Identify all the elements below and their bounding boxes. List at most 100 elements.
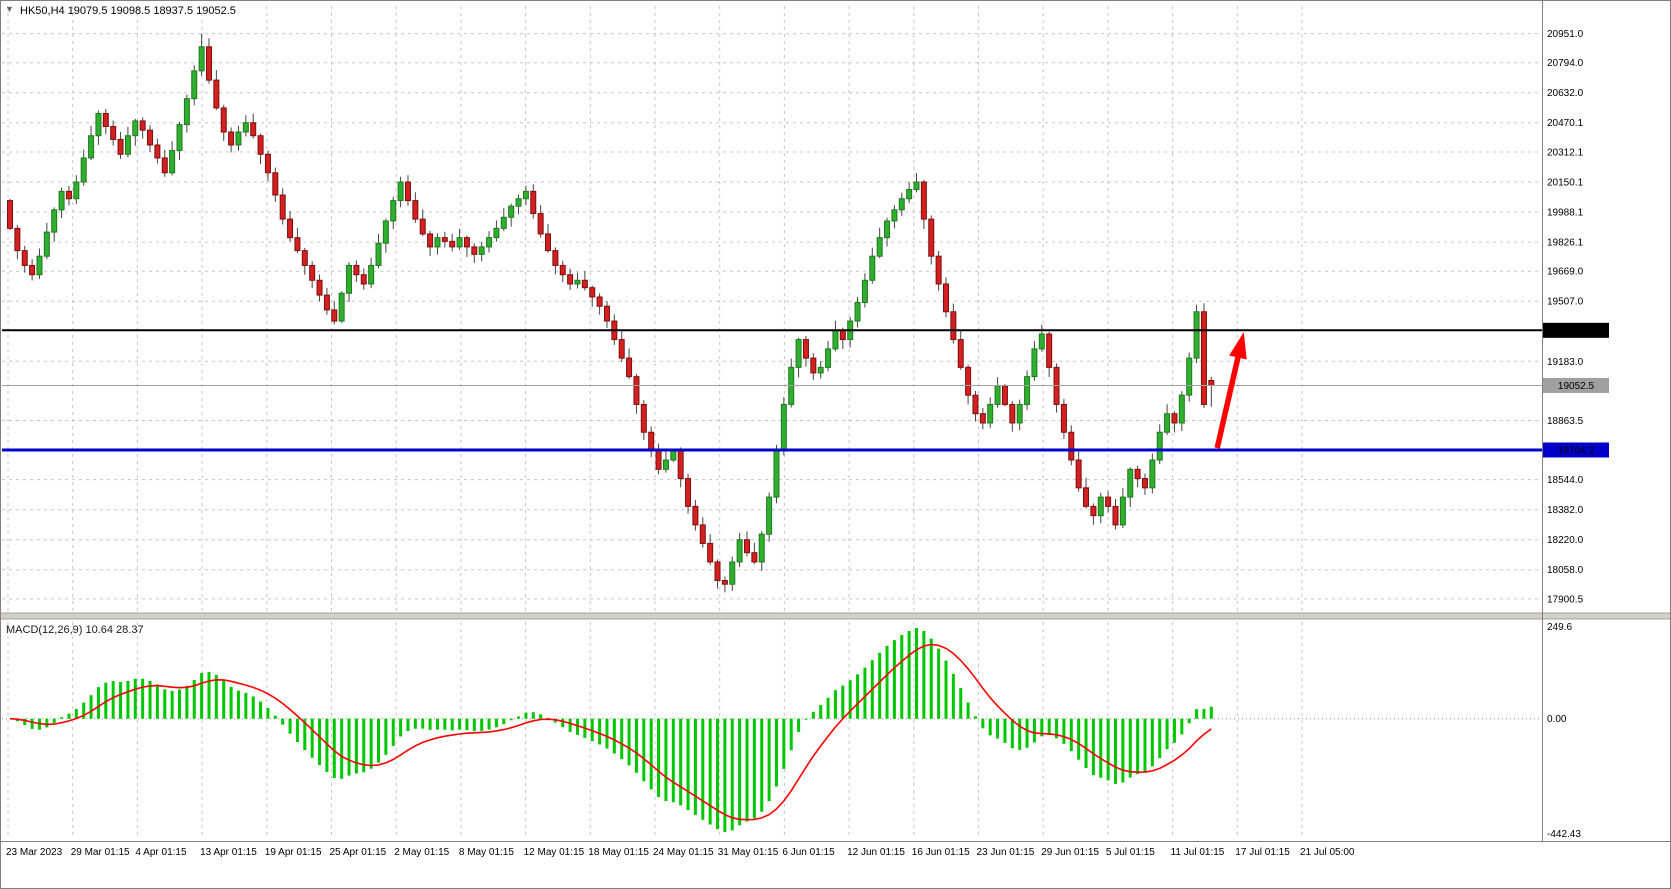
candle [228, 127, 235, 153]
candle [80, 149, 87, 186]
candle [264, 150, 271, 182]
candle [73, 175, 80, 204]
candle [117, 132, 124, 159]
candle [677, 447, 684, 488]
candle [574, 272, 581, 289]
candle [758, 531, 765, 572]
date-label: 17 Jul 01:15 [1235, 847, 1290, 858]
date-label: 21 Jul 05:00 [1300, 847, 1355, 858]
candle [21, 245, 28, 273]
date-label: 24 May 01:15 [653, 847, 714, 858]
date-label: 2 May 01:15 [394, 847, 449, 858]
candle [567, 268, 574, 290]
candle [427, 230, 434, 256]
candle [648, 426, 655, 458]
candle [780, 397, 787, 456]
candle [884, 217, 891, 247]
candle [272, 167, 279, 202]
candle [346, 262, 353, 302]
candle [515, 194, 522, 215]
candle [198, 33, 205, 76]
symbol-ohlc-label: HK50,H4 19079.5 19098.5 18937.5 19052.5 [20, 5, 236, 17]
candle [449, 233, 456, 252]
candle [869, 247, 876, 284]
current-price-badge[interactable]: 19052.5 [1543, 377, 1609, 393]
candle [928, 215, 935, 265]
date-label: 16 Jun 01:15 [912, 847, 970, 858]
price-axis-label: 19669.0 [1547, 267, 1584, 278]
candle [287, 210, 294, 242]
candle [51, 207, 58, 242]
candle [1009, 401, 1016, 432]
collapse-panel-icon[interactable]: ▼ [5, 4, 14, 14]
candle [1053, 363, 1060, 413]
candle [1119, 488, 1126, 529]
candle [65, 185, 72, 206]
candle [500, 207, 507, 231]
candle [987, 397, 994, 428]
date-label: 18 May 01:15 [588, 847, 649, 858]
trend-arrow[interactable] [1214, 332, 1247, 449]
macd-histogram [15, 628, 1213, 832]
candle [124, 126, 131, 158]
candle [235, 125, 242, 151]
date-label: 13 Apr 01:15 [200, 847, 257, 858]
candle [618, 331, 625, 363]
price-axis-label: 19507.0 [1547, 297, 1584, 308]
candle [736, 532, 743, 568]
candle [545, 223, 552, 253]
price-axis-label: 20632.0 [1547, 88, 1584, 99]
candle [176, 122, 183, 161]
candle [751, 542, 758, 565]
candle [854, 296, 861, 328]
date-label: 19 Apr 01:15 [265, 847, 322, 858]
price-axis-label: 20312.1 [1547, 148, 1584, 159]
candle [147, 125, 154, 153]
candle [1134, 465, 1141, 488]
candle [353, 260, 360, 282]
candle [1090, 503, 1097, 525]
candle [508, 203, 515, 227]
date-label: 11 Jul 01:15 [1171, 847, 1225, 858]
candle [920, 179, 927, 229]
candle [1075, 451, 1082, 492]
svg-text:19350.0: 19350.0 [1558, 326, 1595, 337]
candle [1200, 303, 1207, 408]
price-axis-label: 17900.5 [1547, 594, 1584, 605]
candle [640, 400, 647, 441]
candle [301, 247, 308, 275]
candle [832, 320, 839, 352]
price-axis[interactable]: 20951.0 20794.0 20632.0 20470.1 20312.1 20150… [1543, 29, 1609, 605]
candle [88, 125, 95, 161]
candle [43, 222, 50, 259]
candle [692, 500, 699, 531]
candle [655, 443, 662, 475]
candle [390, 196, 397, 230]
candle [478, 241, 485, 262]
candlestick-series [7, 33, 1215, 593]
candle [942, 277, 949, 318]
candle [183, 94, 190, 133]
candle [994, 377, 1001, 408]
macd-signal-line [9, 643, 1212, 821]
candle [817, 360, 824, 379]
candle [368, 257, 375, 289]
candle [1127, 467, 1134, 508]
support-price-badge[interactable]: 18704.2 [1543, 442, 1609, 458]
candle [309, 261, 316, 289]
candle [1024, 370, 1031, 411]
price-axis-label: 19826.1 [1547, 238, 1584, 249]
candle [412, 192, 419, 223]
price-axis-label: 18544.0 [1547, 475, 1584, 486]
resistance-price-badge[interactable]: 19350.0 [1543, 322, 1609, 338]
candle [979, 407, 986, 430]
candle [331, 301, 338, 325]
macd-axis[interactable]: 249.6 0.00 -442.43 [1547, 622, 1581, 840]
candle [603, 301, 610, 328]
time-axis[interactable]: 23 Mar 2023 29 Mar 01:15 4 Apr 01:15 13 Apr… [6, 847, 1355, 858]
candle [316, 274, 323, 302]
candle [729, 556, 736, 591]
candle [1178, 391, 1185, 431]
